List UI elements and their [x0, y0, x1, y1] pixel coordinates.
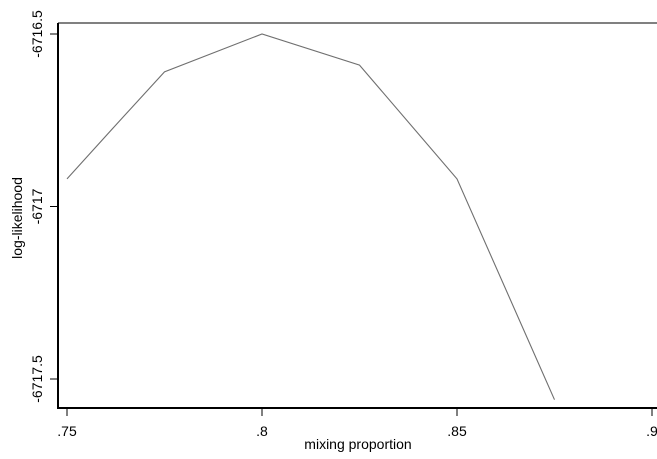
y-tick-label: -6716.5	[29, 10, 45, 58]
x-tick-label: .75	[57, 423, 77, 439]
y-axis-ticks: -6716.5 -6717 -6717.5	[29, 10, 58, 403]
x-axis-ticks: .75 .8 .85 .9	[57, 408, 657, 439]
y-tick-label: -6717.5	[29, 355, 45, 403]
y-axis-title: log-likelihood	[9, 177, 25, 259]
x-tick-label: .9	[646, 423, 657, 439]
y-tick-label: -6717	[29, 188, 45, 224]
x-axis-title: mixing proportion	[304, 436, 411, 452]
series-layer	[66, 33, 556, 400]
x-tick-label: .85	[447, 423, 467, 439]
series-line-0	[66, 33, 556, 400]
x-tick-label: .8	[256, 423, 268, 439]
